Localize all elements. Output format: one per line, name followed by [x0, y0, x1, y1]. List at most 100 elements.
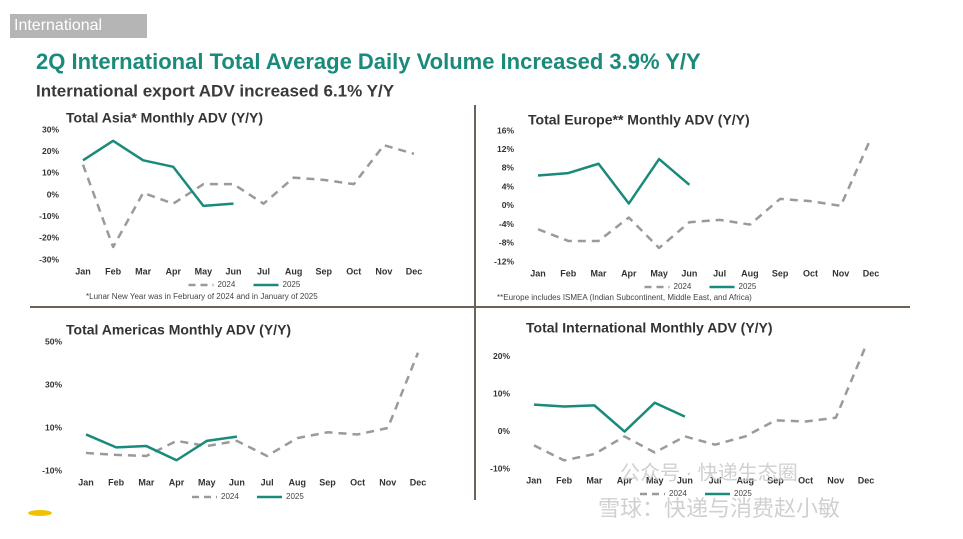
- y-tick-label: 0%: [498, 426, 511, 436]
- x-tick-label: Feb: [105, 266, 122, 276]
- x-tick-label: Sep: [767, 475, 784, 485]
- y-tick-label: -12%: [494, 256, 514, 266]
- x-tick-label: Dec: [406, 266, 423, 276]
- x-tick-label: May: [198, 477, 216, 487]
- x-tick-label: Jun: [681, 268, 697, 278]
- x-tick-label: Aug: [741, 268, 759, 278]
- x-tick-label: Feb: [108, 477, 125, 487]
- x-tick-label: Nov: [375, 266, 392, 276]
- x-tick-label: Feb: [560, 268, 577, 278]
- x-tick-label: Jul: [261, 477, 274, 487]
- x-tick-label: Jul: [257, 266, 270, 276]
- series-line: [82, 139, 234, 208]
- x-tick-label: Jul: [713, 268, 726, 278]
- x-tick-label: Mar: [135, 266, 152, 276]
- y-tick-label: 0%: [502, 200, 515, 210]
- x-tick-label: Aug: [285, 266, 303, 276]
- series-line: [85, 433, 238, 462]
- x-tick-label: Oct: [350, 477, 365, 487]
- x-tick-label: Apr: [166, 266, 182, 276]
- y-tick-label: -10%: [42, 465, 62, 475]
- x-tick-label: Aug: [289, 477, 307, 487]
- x-tick-label: Oct: [346, 266, 361, 276]
- legend-label: 2024: [674, 282, 692, 291]
- watermark: 雪球：快递与消费赵小敏: [598, 496, 840, 521]
- legend-label: 2024: [218, 280, 236, 289]
- x-tick-label: Dec: [858, 475, 875, 485]
- x-tick-label: Apr: [617, 475, 633, 485]
- x-tick-label: Nov: [832, 268, 849, 278]
- x-tick-label: Oct: [798, 475, 813, 485]
- x-tick-label: May: [646, 475, 664, 485]
- y-tick-label: 10%: [493, 388, 510, 398]
- legend-label: 2024: [669, 489, 687, 498]
- y-tick-label: 8%: [502, 163, 515, 173]
- x-tick-label: Oct: [803, 268, 818, 278]
- y-tick-label: 10%: [45, 422, 62, 432]
- y-tick-label: 20%: [493, 351, 510, 361]
- y-tick-label: 10%: [42, 168, 59, 178]
- x-tick-label: Sep: [319, 477, 336, 487]
- x-tick-label: Dec: [863, 268, 880, 278]
- decoration: [28, 510, 52, 516]
- x-tick-label: Feb: [556, 475, 573, 485]
- legend-label: 2024: [221, 492, 239, 501]
- footnote: **Europe includes ISMEA (Indian Subconti…: [497, 293, 752, 302]
- x-tick-label: Mar: [591, 268, 608, 278]
- series-line: [533, 401, 686, 433]
- x-tick-label: Nov: [379, 477, 396, 487]
- legend-label: 2025: [739, 282, 757, 291]
- slide-title: 2Q International Total Average Daily Vol…: [36, 49, 701, 74]
- x-tick-label: Jun: [677, 475, 693, 485]
- x-tick-label: Jan: [78, 477, 94, 487]
- x-tick-label: Jul: [709, 475, 722, 485]
- y-tick-label: 20%: [42, 146, 59, 156]
- y-tick-label: -10%: [490, 463, 510, 473]
- chart-title: Total Asia* Monthly ADV (Y/Y): [66, 110, 263, 126]
- x-tick-label: Mar: [586, 475, 603, 485]
- x-tick-label: Apr: [169, 477, 185, 487]
- y-tick-label: -20%: [39, 233, 59, 243]
- series-line: [537, 137, 873, 250]
- chart-title: Total Americas Monthly ADV (Y/Y): [66, 322, 291, 338]
- series-line: [537, 157, 691, 205]
- x-tick-label: Jan: [530, 268, 546, 278]
- x-tick-label: Jan: [526, 475, 542, 485]
- x-tick-label: Nov: [827, 475, 844, 485]
- tag-box: [10, 14, 147, 38]
- y-tick-label: 30%: [42, 124, 59, 134]
- x-tick-label: Sep: [315, 266, 332, 276]
- series-line: [85, 352, 420, 458]
- x-tick-label: Jan: [75, 266, 91, 276]
- y-tick-label: 50%: [45, 336, 62, 346]
- slide-tag: International: [14, 17, 102, 34]
- x-tick-label: Aug: [737, 475, 755, 485]
- footnote: *Lunar New Year was in February of 2024 …: [86, 292, 318, 301]
- series-line: [533, 345, 868, 462]
- watermark: 公众号 · 快递生态圈: [620, 461, 798, 484]
- chart-title: Total International Monthly ADV (Y/Y): [526, 320, 773, 336]
- y-tick-label: 16%: [497, 125, 514, 135]
- x-tick-label: May: [195, 266, 213, 276]
- y-tick-label: 0%: [47, 189, 60, 199]
- y-tick-label: -10%: [39, 211, 59, 221]
- chart-title: Total Europe** Monthly ADV (Y/Y): [528, 112, 750, 128]
- x-tick-label: Jun: [229, 477, 245, 487]
- legend-label: 2025: [734, 489, 752, 498]
- x-tick-label: Jun: [225, 266, 241, 276]
- series-line: [81, 143, 415, 249]
- y-tick-label: -4%: [499, 219, 515, 229]
- x-tick-label: Mar: [138, 477, 155, 487]
- y-tick-label: 4%: [502, 181, 515, 191]
- y-tick-label: 30%: [45, 379, 62, 389]
- slide-subtitle: International export ADV increased 6.1% …: [36, 81, 395, 100]
- x-tick-label: Apr: [621, 268, 637, 278]
- x-tick-label: May: [650, 268, 668, 278]
- y-tick-label: -30%: [39, 254, 59, 264]
- y-tick-label: 12%: [497, 144, 514, 154]
- x-tick-label: Dec: [410, 477, 427, 487]
- legend-label: 2025: [283, 280, 301, 289]
- x-tick-label: Sep: [772, 268, 789, 278]
- y-tick-label: -8%: [499, 238, 515, 248]
